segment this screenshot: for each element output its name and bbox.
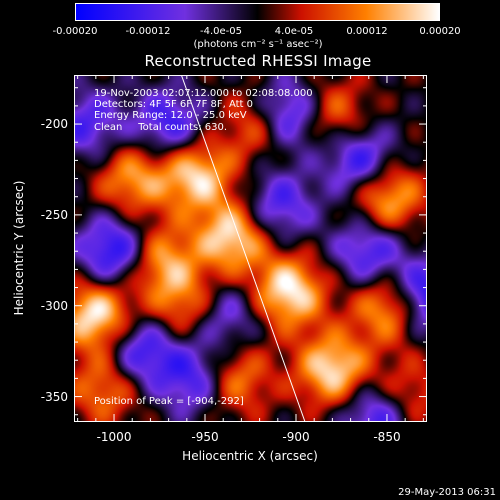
y-tick-label: -350 (40, 389, 68, 404)
y-tick-label: -200 (40, 117, 68, 132)
x-tick-label: -1000 (96, 430, 132, 444)
y-tick-label: -300 (40, 298, 68, 313)
x-axis-label: Heliocentric X (arcsec) (182, 449, 318, 463)
plot-area: 19-Nov-2003 02:07:12.000 to 02:08:08.000… (74, 75, 427, 422)
solar-limb-line (180, 75, 306, 422)
colorbar (75, 3, 440, 21)
heatmap-image (74, 75, 427, 422)
y-tick-label: -250 (40, 207, 68, 222)
annotation-time-range: 19-Nov-2003 02:07:12.000 to 02:08:08.000 (94, 88, 313, 99)
plot-frame (74, 75, 427, 422)
annotation-detectors: Detectors: 4F 5F 6F 7F 8F, Att 0 (94, 99, 254, 110)
annotation-energy: Energy Range: 12.0 - 25.0 keV (94, 110, 247, 121)
y-axis-label: Heliocentric Y (arcsec) (12, 180, 26, 316)
colorbar-tick-label: -4.0e-05 (200, 26, 242, 37)
colorbar-tick-label: -0.00020 (52, 26, 98, 37)
axes-box (74, 75, 427, 422)
datestamp: 29-May-2013 06:31 (398, 487, 496, 498)
colorbar-tick-label: -0.00012 (125, 26, 171, 37)
x-tick-label: -850 (373, 430, 401, 444)
colorbar-tick-label: 0.00020 (419, 26, 461, 37)
colorbar-tick-label: 0.00012 (346, 26, 388, 37)
x-tick-label: -950 (191, 430, 219, 444)
annotation-clean: Clean Total counts: 630. (94, 122, 228, 133)
colorbar-units: (photons cm⁻² s⁻¹ asec⁻²) (193, 39, 323, 50)
colorbar-tick-label: 4.0e-05 (274, 26, 314, 37)
x-tick-label: -900 (282, 430, 310, 444)
plot-title: Reconstructed RHESSI Image (144, 52, 372, 70)
annotation-peak-position: Position of Peak = [-904,-292] (94, 396, 244, 407)
